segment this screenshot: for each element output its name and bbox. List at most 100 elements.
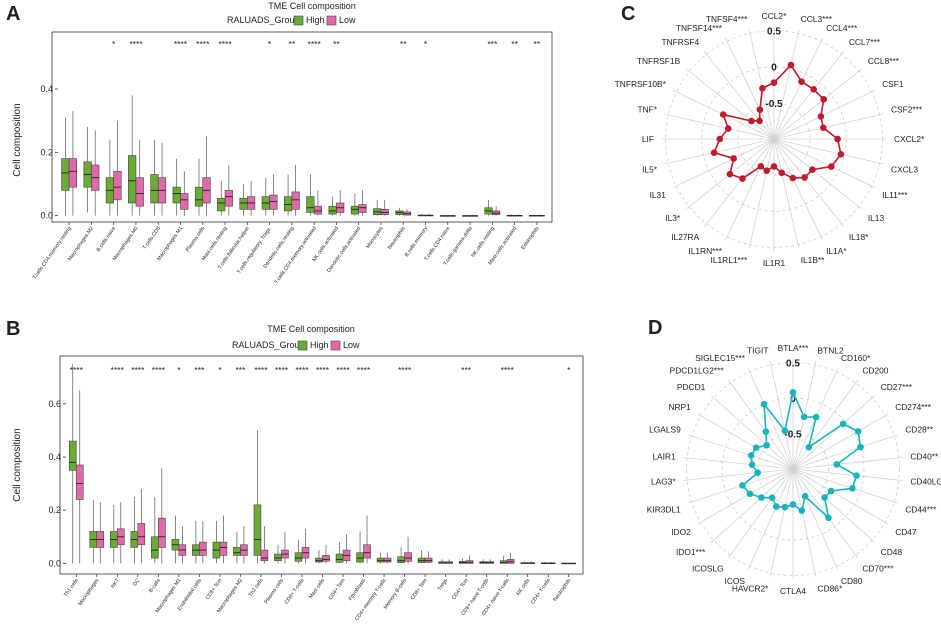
panel-b-legend-low: Low — [343, 340, 360, 350]
x-tick-label: Tregs — [437, 577, 450, 591]
significance-label: **** — [218, 39, 232, 49]
box-low — [404, 536, 412, 564]
box-low — [547, 562, 556, 564]
radar-spoke — [703, 51, 775, 140]
radar-axis-label: IL11*** — [882, 190, 908, 200]
radar-spoke — [773, 90, 876, 140]
x-tick-label: Neutrophils — [552, 577, 572, 602]
panel-b-plot-frame — [59, 355, 584, 575]
radar-point — [817, 113, 825, 120]
box-high — [294, 539, 303, 564]
radar-point — [787, 61, 795, 69]
radar-point — [730, 155, 737, 162]
radar-point — [805, 443, 813, 451]
radar-spoke — [672, 138, 775, 188]
box-iqr — [239, 197, 248, 210]
radar-point — [801, 174, 808, 181]
radar-spoke — [686, 68, 775, 140]
y-tick-label: 0.0 — [40, 211, 53, 221]
x-tick-label: Mast cells — [308, 577, 326, 600]
significance-label: **** — [254, 365, 268, 375]
panel-b-y-axis: 0.0 0.2 0.4 0.6 — [48, 399, 66, 568]
significance-label: **** — [152, 365, 166, 375]
radar-point — [724, 125, 732, 132]
radar-point — [798, 507, 806, 514]
radar-point — [716, 135, 724, 143]
box-high — [373, 199, 382, 216]
box-low — [113, 120, 122, 216]
radar-spoke — [710, 468, 794, 543]
radar-spoke — [748, 29, 775, 140]
radar-axis-label: ICOSLG — [692, 563, 724, 573]
x-tick-label: DC — [132, 578, 141, 588]
radar-point — [801, 492, 809, 500]
radar-point — [758, 494, 765, 501]
box-low — [137, 488, 146, 564]
radar-spoke — [773, 138, 823, 241]
box-low — [322, 544, 330, 564]
box-high — [105, 139, 114, 216]
radar-spoke — [725, 37, 775, 140]
radar-spoke — [697, 413, 794, 470]
radar-point — [760, 400, 768, 408]
box-low — [247, 180, 256, 216]
box-iqr — [380, 209, 389, 216]
radar-spoke — [792, 434, 898, 470]
panel-a-legend-title: RALUADS_Group — [227, 15, 300, 25]
radar-axis-label: IL31 — [650, 190, 667, 200]
x-tick-label: Macrophages — [77, 577, 100, 607]
radar-spoke — [688, 434, 794, 470]
radar-axis-label: CXCL2* — [894, 134, 925, 144]
radar-point — [821, 494, 828, 501]
significance-label: ** — [400, 39, 407, 49]
panel-b-ylabel: Cell composition — [12, 428, 23, 501]
box-low — [135, 139, 144, 216]
radar-spoke — [748, 138, 775, 249]
radar-axis-label: CXCL3 — [891, 165, 918, 175]
box-iqr — [68, 440, 77, 471]
significance-label: ** — [289, 39, 296, 49]
radar-axis-label: IL13 — [868, 213, 885, 223]
significance-label: **** — [501, 365, 515, 375]
radar-point — [747, 452, 755, 459]
significance-label: **** — [70, 365, 84, 375]
box-high — [462, 215, 471, 217]
box-high — [315, 550, 323, 564]
radar-spoke — [773, 138, 884, 165]
radar-point — [827, 487, 835, 495]
box-high — [458, 558, 467, 564]
radar-point — [837, 150, 845, 158]
x-tick-label: B.cells.memory — [404, 225, 429, 258]
box-iqr — [356, 552, 364, 563]
radar-point — [857, 443, 864, 451]
box-high — [438, 559, 446, 564]
radar-point — [756, 106, 764, 114]
box-iqr — [335, 553, 344, 563]
box-low — [269, 174, 278, 216]
radar-point — [820, 96, 828, 103]
radar-axis-label: SIGLEC15*** — [695, 353, 746, 363]
radar-spoke — [697, 468, 794, 525]
x-tick-label: CD8+ Tcm — [205, 578, 224, 601]
panel-d-label: D — [648, 317, 662, 339]
box-iqr — [194, 186, 204, 207]
significance-label: ** — [511, 39, 518, 49]
box-high — [68, 363, 77, 564]
radar-spoke — [792, 457, 903, 470]
radar-point — [763, 441, 770, 449]
box-iqr — [180, 193, 189, 210]
x-tick-label: CD4+ T-cells — [530, 577, 552, 605]
y-tick-label: 0.4 — [48, 452, 61, 462]
radar-axis-label: KIR3DL1 — [647, 504, 681, 514]
radar-axis-label: NRP1 — [668, 402, 691, 412]
box-high — [283, 174, 293, 216]
significance-label: *** — [487, 39, 498, 49]
box-iqr — [150, 174, 159, 204]
panel-a-boxes — [61, 95, 545, 217]
panel-a-ylabel: Cell composition — [12, 103, 23, 176]
radar-point — [839, 420, 847, 428]
radar-point — [748, 461, 756, 468]
radar-point — [763, 167, 771, 175]
